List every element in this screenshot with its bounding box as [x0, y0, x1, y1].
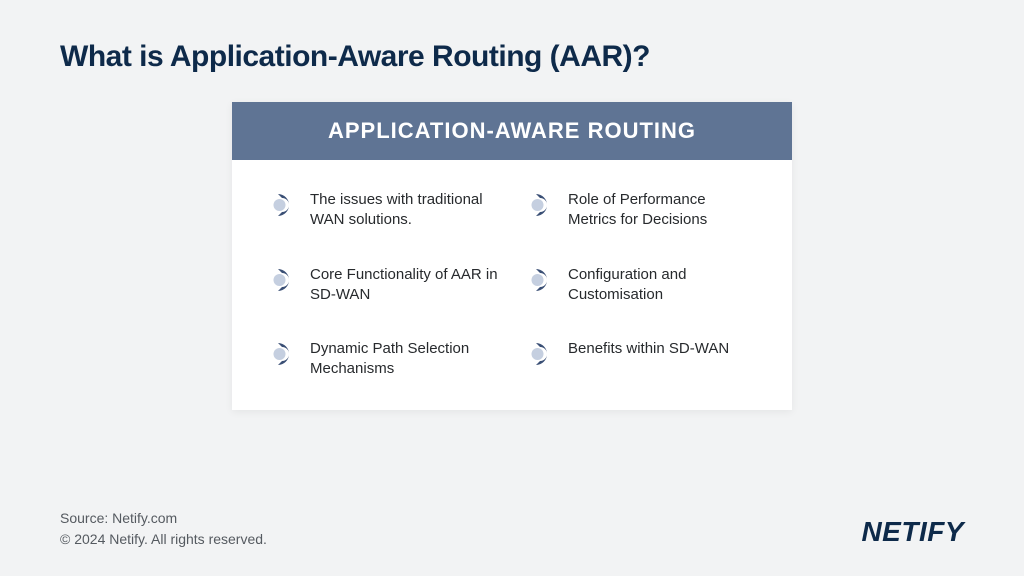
bullet-icon	[268, 191, 296, 219]
list-item-label: Benefits within SD-WAN	[568, 339, 729, 359]
list-item: Benefits within SD-WAN	[526, 339, 756, 380]
footer: Source: Netify.com © 2024 Netify. All ri…	[60, 508, 267, 550]
bullet-icon	[268, 266, 296, 294]
list-item-label: The issues with traditional WAN solution…	[310, 190, 498, 231]
bullet-icon	[526, 340, 554, 368]
card-header: APPLICATION-AWARE ROUTING	[232, 102, 792, 160]
bullet-icon	[268, 340, 296, 368]
list-item: Role of Performance Metrics for Decision…	[526, 190, 756, 231]
bullet-icon	[526, 191, 554, 219]
brand-logo: NETIFY	[861, 516, 964, 548]
list-item: Core Functionality of AAR in SD-WAN	[268, 265, 498, 306]
list-item-label: Dynamic Path Selection Mechanisms	[310, 339, 498, 380]
list-item: The issues with traditional WAN solution…	[268, 190, 498, 231]
list-item-label: Configuration and Customisation	[568, 265, 756, 306]
info-card: APPLICATION-AWARE ROUTING The issues wit…	[232, 102, 792, 410]
list-item: Configuration and Customisation	[526, 265, 756, 306]
list-item-label: Role of Performance Metrics for Decision…	[568, 190, 756, 231]
card-body: The issues with traditional WAN solution…	[232, 160, 792, 410]
footer-source: Source: Netify.com	[60, 508, 267, 529]
footer-copyright: © 2024 Netify. All rights reserved.	[60, 529, 267, 550]
list-item: Dynamic Path Selection Mechanisms	[268, 339, 498, 380]
list-item-label: Core Functionality of AAR in SD-WAN	[310, 265, 498, 306]
bullet-icon	[526, 266, 554, 294]
page-title: What is Application-Aware Routing (AAR)?	[60, 40, 964, 74]
page: What is Application-Aware Routing (AAR)?…	[0, 0, 1024, 576]
